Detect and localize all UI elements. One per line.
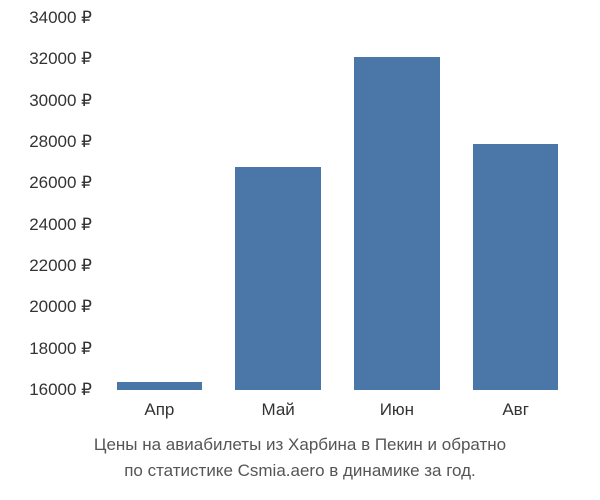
x-tick-label: Май [261, 400, 294, 420]
caption-line-2: по статистике Csmia.aero в динамике за г… [124, 461, 476, 480]
price-chart-figure: 16000 ₽ 18000 ₽ 20000 ₽ 22000 ₽ 24000 ₽ 26000… [0, 0, 600, 500]
y-tick-label: 24000 ₽ [29, 215, 92, 235]
bar [354, 57, 440, 390]
bar [117, 382, 203, 390]
y-tick-label: 30000 ₽ [29, 91, 92, 111]
y-tick-label: 20000 ₽ [29, 297, 92, 317]
x-tick-label: Июн [380, 400, 414, 420]
x-tick-label: Авг [502, 400, 529, 420]
y-tick-label: 26000 ₽ [29, 173, 92, 193]
y-tick-label: 22000 ₽ [29, 256, 92, 276]
bar [235, 167, 321, 390]
y-tick-label: 18000 ₽ [29, 339, 92, 359]
y-tick-label: 32000 ₽ [29, 49, 92, 69]
x-tick-label: Апр [144, 400, 174, 420]
y-tick-label: 28000 ₽ [29, 132, 92, 152]
plot-area: 16000 ₽18000 ₽20000 ₽22000 ₽24000 ₽26000… [100, 18, 575, 390]
bar [473, 144, 559, 390]
y-tick-label: 34000 ₽ [29, 8, 92, 28]
y-tick-label: 16000 ₽ [29, 380, 92, 400]
chart-caption: Цены на авиабилеты из Харбина в Пекин и … [0, 432, 600, 483]
caption-line-1: Цены на авиабилеты из Харбина в Пекин и … [94, 435, 506, 454]
